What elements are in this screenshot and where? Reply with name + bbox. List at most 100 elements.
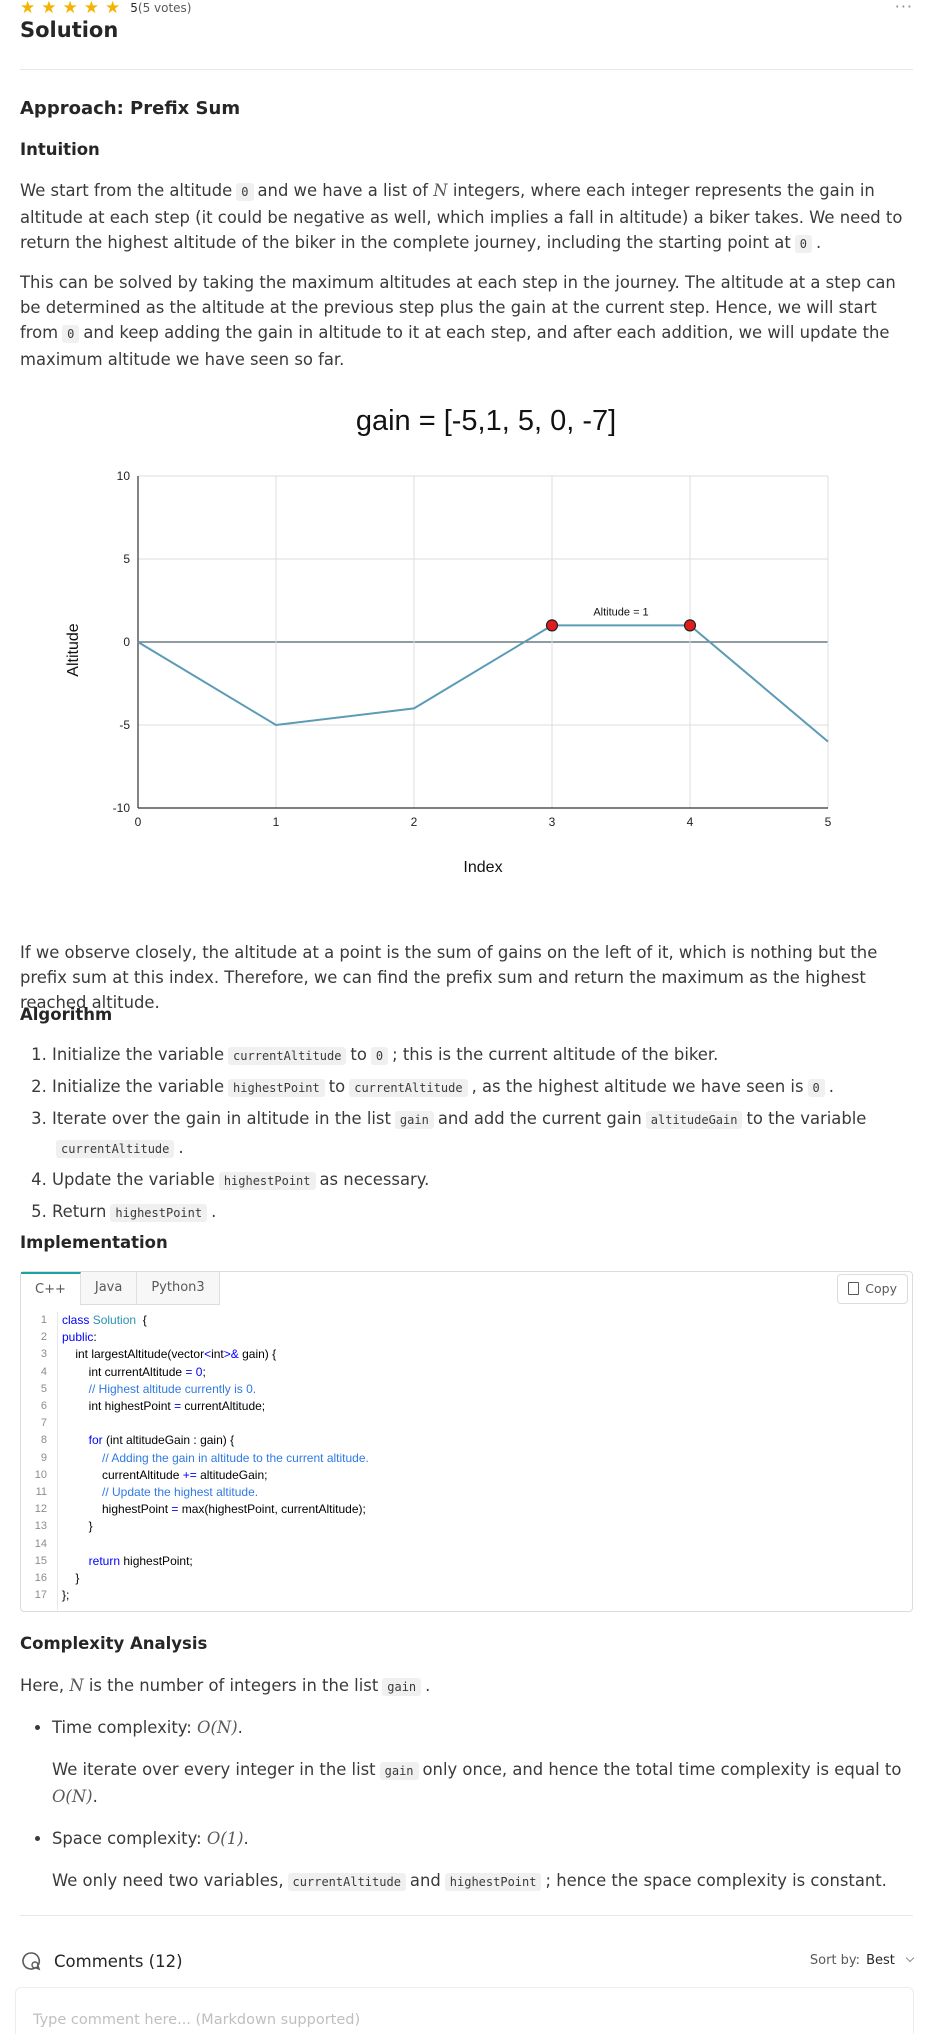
highlight-point [683,619,697,632]
code-line: currentAltitude += altitudeGain; [62,1467,268,1482]
line-number: 4 [40,1365,47,1378]
tab-cpp[interactable]: C++ [21,1272,81,1306]
y-tick-label: -5 [119,718,130,732]
divider [20,1915,913,1916]
inline-code: 0 [236,183,254,201]
code-line: // Update the highest altitude. [62,1485,259,1499]
tab-python3[interactable]: Python3 [137,1272,220,1305]
y-tick-label: -10 [113,801,131,815]
approach-heading: Approach: Prefix Sum [20,98,241,119]
line-number: 14 [34,1537,47,1550]
code-line: return highestPoint; [62,1553,193,1568]
code-line: highestPoint = max(highestPoint, current… [62,1502,366,1517]
x-tick-label: 2 [411,815,418,829]
star-icon[interactable]: ★ [105,0,121,18]
line-number: 6 [40,1400,47,1412]
x-tick-label: 3 [549,815,556,829]
sort-dropdown[interactable]: Sort by: Best [810,1953,915,1968]
code-line: // Adding the gain in altitude to the cu… [62,1450,369,1465]
comments-title: Comments (12) [54,1951,183,1971]
complexity-list: Time complexity: O(N). We iterate over e… [20,1715,922,1895]
code-line: // Highest altitude currently is 0. [62,1381,257,1396]
y-tick-label: 0 [123,635,130,649]
rating-score: 5 [130,1,138,15]
star-icon[interactable]: ★ [62,0,78,18]
code-line: class Solution { [62,1313,147,1327]
highlight-point [545,619,559,632]
code-editor: C++ Java Python3 Copy 1 class Solution { 2… [20,1271,913,1612]
implementation-heading: Implementation [20,1233,168,1252]
annotation-label: Altitude = 1 [593,606,648,618]
complexity-intro: Here, N is the number of integers in the… [20,1676,431,1696]
intuition-paragraph-2: This can be solved by taking the maximum… [20,273,896,369]
x-axis-label: Index [463,859,502,876]
x-tick-label: 0 [135,815,142,829]
algorithm-step: Initialize the variablehighestPointtocur… [52,1073,922,1102]
star-icon[interactable]: ★ [41,0,57,18]
rating[interactable]: ★ ★ ★ ★ ★ 5 (5 votes) [20,0,192,18]
algorithm-steps: Initialize the variablecurrentAltitudeto… [20,1041,922,1230]
line-number: 13 [34,1520,47,1533]
inline-code: 0 [62,325,80,343]
star-icon[interactable]: ★ [83,0,99,18]
more-options-icon[interactable]: ··· [894,0,913,16]
line-number-gutter [21,1312,58,1610]
code-line: for (int altitudeGain : gain) { [62,1433,235,1448]
intuition-heading: Intuition [20,140,100,159]
code-line: public: [62,1330,97,1345]
x-tick-label: 5 [825,815,832,829]
code-line: } [62,1519,93,1534]
line-number: 5 [40,1382,47,1395]
algorithm-step: Iterate over the gain in altitude in the… [52,1105,922,1163]
algorithm-heading: Algorithm [20,1005,113,1024]
line-number: 7 [40,1417,47,1430]
copy-button[interactable]: Copy [837,1274,908,1304]
line-number: 3 [40,1348,47,1361]
tab-java[interactable]: Java [80,1272,138,1305]
line-number: 16 [34,1572,47,1584]
star-icon[interactable]: ★ [20,0,36,18]
line-number: 10 [34,1468,47,1481]
line-number: 15 [34,1554,47,1567]
language-tabs: C++ Java Python3 [21,1272,220,1306]
line-number: 8 [40,1434,47,1447]
code-line: }; [62,1588,70,1603]
line-number: 12 [34,1503,47,1516]
code-line: int largestAltitude(vector<int>& gain) { [62,1347,277,1362]
line-number: 2 [40,1331,47,1344]
y-tick-label: 10 [117,469,131,483]
code-line: } [62,1571,80,1585]
math-symbol: N [433,181,448,200]
altitude-line [137,624,829,743]
divider [20,69,913,70]
time-complexity: Time complexity: O(N). We iterate over e… [52,1715,922,1809]
comments-header: Comments (12) [20,1950,183,1972]
chart-title: gain = [-5,1, 5, 0, -7] [356,405,616,437]
y-tick-label: 5 [123,552,130,566]
comment-input[interactable]: Type comment here... (Markdown supported… [15,1987,914,2034]
line-number: 1 [40,1314,47,1326]
space-complexity: Space complexity: O(1). We only need two… [52,1826,922,1895]
page-title: Solution [20,18,119,42]
x-tick-label: 4 [687,815,694,829]
intuition-paragraph-1: We start from the altitude 0 and we have a… [20,181,903,253]
x-tick-label: 1 [273,815,280,829]
chevron-down-icon [905,1953,915,1963]
code-line: int highestPoint = currentAltitude; [62,1399,266,1413]
line-number: 17 [34,1589,47,1602]
code-line: int currentAltitude = 0; [62,1364,206,1379]
prefix-sum-paragraph: If we observe closely, the altitude at a… [20,943,878,1012]
y-axis-label: Altitude [65,623,82,676]
rating-votes: (5 votes) [137,1,192,15]
line-number: 11 [35,1486,47,1498]
copy-label: Copy [865,1281,897,1296]
algorithm-step: Initialize the variablecurrentAltitudeto… [52,1041,922,1070]
comment-icon [22,1952,41,1971]
complexity-heading: Complexity Analysis [20,1634,208,1653]
copy-icon [848,1282,860,1295]
line-number: 9 [40,1451,47,1464]
inline-code: 0 [794,235,812,253]
